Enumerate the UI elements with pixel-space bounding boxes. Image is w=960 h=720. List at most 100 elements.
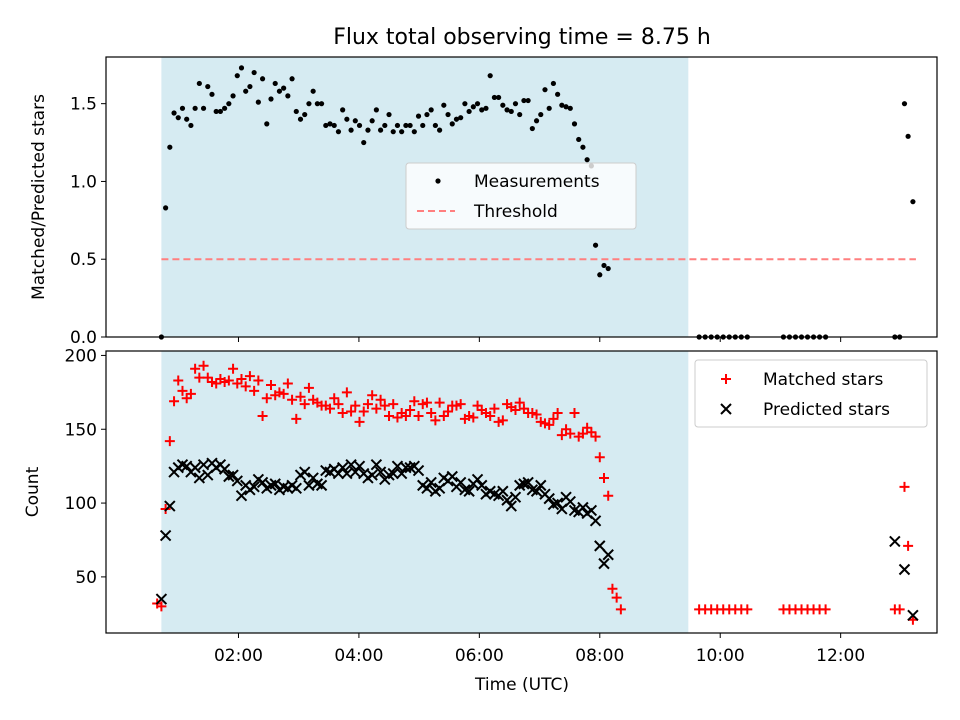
legend-threshold-label: Threshold: [473, 202, 558, 222]
top-series0-point: [905, 133, 911, 139]
x-tick-label: 08:00: [575, 646, 624, 666]
top-series0-point: [533, 118, 540, 124]
top-series0-point: [234, 73, 240, 79]
top-series0-point: [403, 122, 409, 129]
top-y-tick-label: 1.5: [70, 95, 97, 115]
bottom-series1-point: [522, 476, 534, 489]
top-series0-point: [529, 125, 535, 132]
bottom-series1-point: [497, 485, 509, 497]
top-series0-point: [597, 272, 603, 278]
top-series0-point: [255, 99, 261, 105]
bottom-series0-point: [379, 400, 390, 411]
top-series0-point: [496, 94, 502, 101]
bottom-series0-point: [164, 436, 175, 447]
bottom-series0-point: [531, 409, 542, 420]
bottom-series1-point: [543, 492, 555, 505]
bottom-series1-point: [463, 485, 475, 497]
bottom-series1-point: [564, 495, 576, 508]
bottom-series0-point: [434, 397, 445, 408]
legend-predicted-label: Predicted stars: [763, 400, 890, 420]
bottom-series1-point: [509, 491, 522, 503]
bottom-series1-point: [535, 479, 547, 492]
top-series0-point: [466, 108, 472, 115]
bottom-series1-point: [454, 476, 467, 489]
bottom-series0-point: [253, 375, 264, 386]
top-series0-point: [571, 121, 578, 127]
bottom-series1-point: [585, 504, 598, 517]
bottom-series1-point: [898, 563, 911, 576]
top-series0-point: [209, 91, 215, 97]
x-tick-label: 06:00: [455, 646, 504, 666]
bottom-series1-point: [476, 479, 488, 492]
bottom-series0-point: [362, 399, 373, 410]
bottom-series1-point: [907, 609, 919, 621]
bottom-series0-point: [325, 403, 336, 414]
bottom-series0-point: [358, 406, 369, 417]
bottom-series1-point: [471, 473, 484, 486]
top-series0-point: [508, 108, 514, 115]
bottom-series0-point: [388, 399, 399, 410]
bottom-series1-point: [299, 466, 311, 478]
bottom-series0-point: [346, 406, 357, 417]
top-series0-point: [470, 104, 476, 110]
bottom-series0-point: [384, 410, 395, 421]
top-series0-point: [441, 102, 447, 108]
bottom-series0-point: [899, 481, 910, 492]
top-series0-point: [428, 107, 434, 113]
bottom-series0-point: [261, 393, 272, 404]
top-series0-point: [175, 115, 181, 121]
top-series0-point: [289, 76, 295, 82]
bottom-series1-point: [374, 466, 387, 478]
legend-matched-marker: [721, 374, 731, 384]
top-legend: Measurements Threshold: [405, 162, 637, 230]
bottom-series1-point: [589, 515, 602, 527]
top-series0-point: [580, 144, 586, 150]
top-series0-point: [293, 108, 299, 115]
bottom-series0-point: [265, 379, 276, 390]
bottom-series0-point: [552, 408, 563, 419]
top-axes-frame: [105, 56, 938, 338]
top-series0-point: [205, 83, 211, 90]
bottom-series0-point: [350, 400, 361, 411]
top-series0-point: [179, 105, 186, 111]
bottom-series0-point: [329, 393, 340, 404]
top-series0-point: [348, 127, 354, 133]
top-series0-point: [500, 102, 506, 108]
bottom-series1-point: [218, 463, 231, 475]
bottom-series0-point: [295, 391, 306, 402]
top-series0-point: [238, 65, 245, 71]
top-series0-point: [576, 136, 582, 143]
top-series0-point: [399, 129, 405, 135]
top-series0-point: [910, 199, 916, 205]
bottom-series1-point: [159, 529, 172, 542]
top-series0-point: [521, 97, 527, 104]
bottom-series0-point: [198, 360, 209, 371]
bottom-y-tick-label: 100: [65, 494, 97, 514]
bottom-series0-point: [177, 385, 188, 396]
bottom-series0-point: [598, 472, 609, 483]
bottom-series1-point: [164, 500, 176, 512]
top-y-tick-label: 0.0: [70, 328, 97, 348]
bottom-series0-point: [497, 415, 508, 426]
top-series0-point: [259, 76, 266, 82]
bottom-series0-point: [337, 408, 348, 419]
bottom-series0-point: [577, 428, 588, 439]
top-series0-point: [538, 111, 544, 118]
top-series0-point: [310, 88, 316, 94]
legend-measurements-marker: [435, 178, 441, 184]
top-series0-point: [200, 105, 207, 111]
top-series0-point: [251, 69, 257, 76]
legend-predicted-marker: [720, 403, 732, 415]
top-series0-point: [567, 105, 573, 111]
bottom-series0-point: [430, 415, 441, 426]
top-series0-point: [584, 157, 590, 163]
top-series0-point: [592, 242, 599, 248]
bottom-series0-point: [485, 410, 496, 421]
bottom-series0-point: [303, 382, 314, 393]
bottom-series0-point: [341, 387, 352, 398]
bottom-panel: 50 100 150 200 02:00 04:00 06:00 08:00 10:00 12:0…: [23, 346, 938, 695]
bottom-series1-point: [505, 500, 517, 512]
bottom-series0-point: [156, 601, 167, 612]
top-series0-point: [344, 116, 350, 122]
bottom-series0-point: [228, 363, 239, 374]
